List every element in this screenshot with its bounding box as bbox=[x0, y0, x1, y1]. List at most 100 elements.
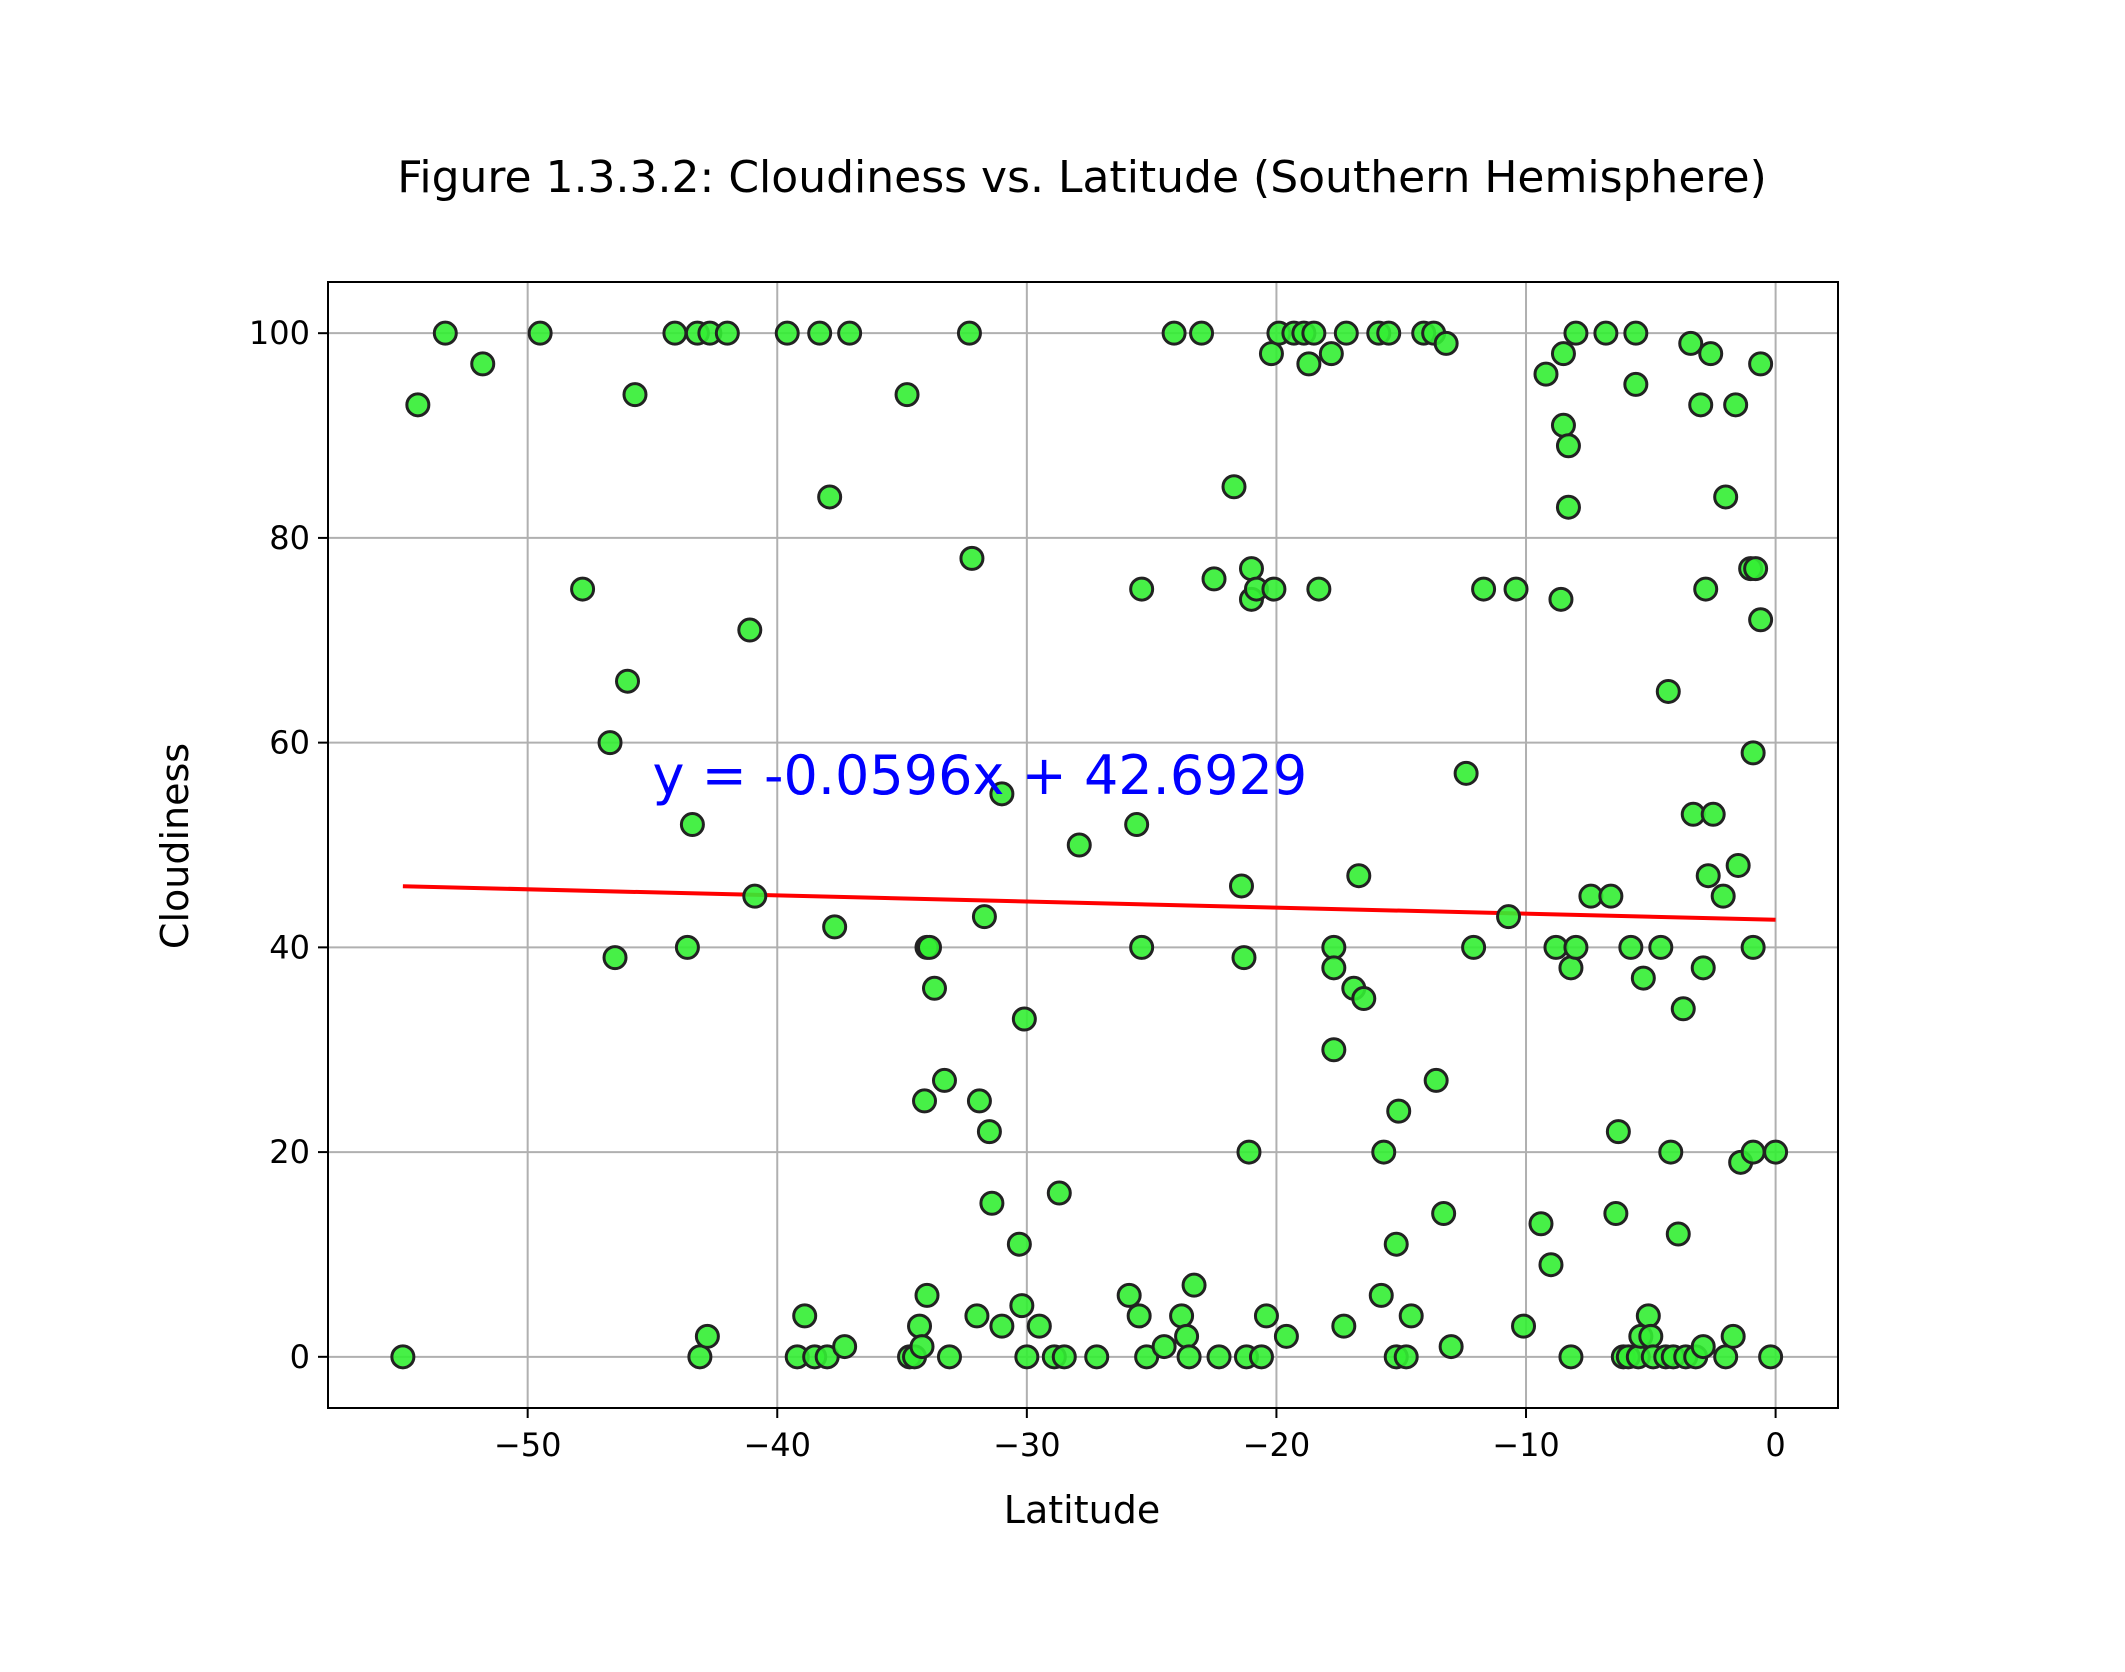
data-point bbox=[1181, 1272, 1207, 1298]
data-point bbox=[1051, 1344, 1077, 1370]
regression-layer bbox=[402, 884, 1776, 922]
data-point bbox=[822, 914, 848, 940]
data-point bbox=[1700, 801, 1726, 827]
data-point bbox=[817, 484, 843, 510]
data-point bbox=[1496, 904, 1522, 930]
data-point bbox=[694, 1323, 720, 1349]
data-point bbox=[807, 320, 833, 346]
y-tick-label: 20 bbox=[269, 1133, 310, 1171]
data-point bbox=[679, 812, 705, 838]
regression-line bbox=[402, 884, 1776, 922]
y-axis-label: Cloudiness bbox=[153, 743, 197, 949]
data-point bbox=[1376, 320, 1402, 346]
data-point bbox=[1189, 320, 1215, 346]
data-point bbox=[1393, 1344, 1419, 1370]
data-point bbox=[1296, 351, 1322, 377]
data-point bbox=[1713, 1344, 1739, 1370]
data-point bbox=[1511, 1313, 1537, 1339]
data-point bbox=[1151, 1334, 1177, 1360]
data-point bbox=[912, 1088, 938, 1114]
data-point bbox=[742, 883, 768, 909]
data-point bbox=[1006, 1231, 1032, 1257]
data-point bbox=[971, 904, 997, 930]
data-point bbox=[1555, 433, 1581, 459]
data-point bbox=[837, 320, 863, 346]
data-point bbox=[1471, 576, 1497, 602]
data-point bbox=[1273, 1323, 1299, 1349]
y-tick-label: 60 bbox=[269, 724, 310, 762]
data-point bbox=[570, 576, 596, 602]
data-point bbox=[615, 668, 641, 694]
data-point bbox=[931, 1067, 957, 1093]
data-point bbox=[1503, 576, 1529, 602]
data-point bbox=[1690, 1334, 1716, 1360]
data-point bbox=[1548, 586, 1574, 612]
data-point bbox=[1346, 863, 1372, 889]
data-point bbox=[1603, 1201, 1629, 1227]
data-point bbox=[1743, 556, 1769, 582]
data-point bbox=[405, 392, 431, 418]
data-point bbox=[792, 1303, 818, 1329]
data-point bbox=[1593, 320, 1619, 346]
data-point bbox=[1386, 1098, 1412, 1124]
equation-layer: y = -0.0596x + 42.6929 bbox=[652, 744, 1307, 807]
data-point bbox=[597, 730, 623, 756]
data-point bbox=[1066, 832, 1092, 858]
data-point bbox=[1371, 1139, 1397, 1165]
data-point bbox=[1630, 965, 1656, 991]
data-point bbox=[989, 781, 1015, 807]
y-tick-label: 0 bbox=[290, 1338, 310, 1376]
grid-lines bbox=[328, 282, 1838, 1408]
data-point bbox=[1688, 392, 1714, 418]
data-point bbox=[1623, 320, 1649, 346]
data-point bbox=[1238, 556, 1264, 582]
data-point bbox=[914, 1282, 940, 1308]
data-point bbox=[1231, 945, 1257, 971]
data-point bbox=[1431, 1201, 1457, 1227]
y-tick-label: 40 bbox=[269, 928, 310, 966]
data-point bbox=[1176, 1344, 1202, 1370]
x-tick-label: −30 bbox=[993, 1426, 1061, 1464]
data-point bbox=[1725, 852, 1751, 878]
data-point bbox=[921, 975, 947, 1001]
data-point bbox=[1453, 760, 1479, 786]
x-axis-label: Latitude bbox=[1004, 1488, 1160, 1532]
data-point bbox=[1598, 883, 1624, 909]
data-point bbox=[966, 1088, 992, 1114]
data-point bbox=[1655, 678, 1681, 704]
data-point bbox=[1129, 934, 1155, 960]
data-point bbox=[714, 320, 740, 346]
data-point bbox=[1740, 1139, 1766, 1165]
data-point bbox=[602, 945, 628, 971]
data-point bbox=[1533, 361, 1559, 387]
data-point bbox=[1710, 883, 1736, 909]
data-point bbox=[1261, 576, 1287, 602]
data-point bbox=[1321, 955, 1347, 981]
data-point bbox=[1758, 1344, 1784, 1370]
data-point bbox=[832, 1334, 858, 1360]
data-point bbox=[1333, 320, 1359, 346]
data-point bbox=[1201, 566, 1227, 592]
data-point bbox=[959, 545, 985, 571]
data-point bbox=[1550, 341, 1576, 367]
chart-title: Figure 1.3.3.2: Cloudiness vs. Latitude … bbox=[397, 152, 1767, 203]
data-point bbox=[1206, 1344, 1232, 1370]
data-point bbox=[737, 617, 763, 643]
data-point bbox=[1433, 330, 1459, 356]
plot-frame bbox=[327, 281, 1839, 1409]
y-tick-label: 80 bbox=[269, 519, 310, 557]
data-point bbox=[1693, 576, 1719, 602]
data-point bbox=[979, 1190, 1005, 1216]
data-point bbox=[1698, 341, 1724, 367]
data-points bbox=[390, 320, 1789, 1370]
data-point bbox=[1558, 955, 1584, 981]
data-point bbox=[1126, 1303, 1152, 1329]
data-point bbox=[470, 351, 496, 377]
data-point bbox=[1129, 576, 1155, 602]
x-tick-label: −20 bbox=[1243, 1426, 1311, 1464]
data-point bbox=[917, 934, 943, 960]
data-point bbox=[964, 1303, 990, 1329]
data-point bbox=[1009, 1293, 1035, 1319]
x-tick-label: 0 bbox=[1765, 1426, 1785, 1464]
data-point bbox=[1720, 1323, 1746, 1349]
